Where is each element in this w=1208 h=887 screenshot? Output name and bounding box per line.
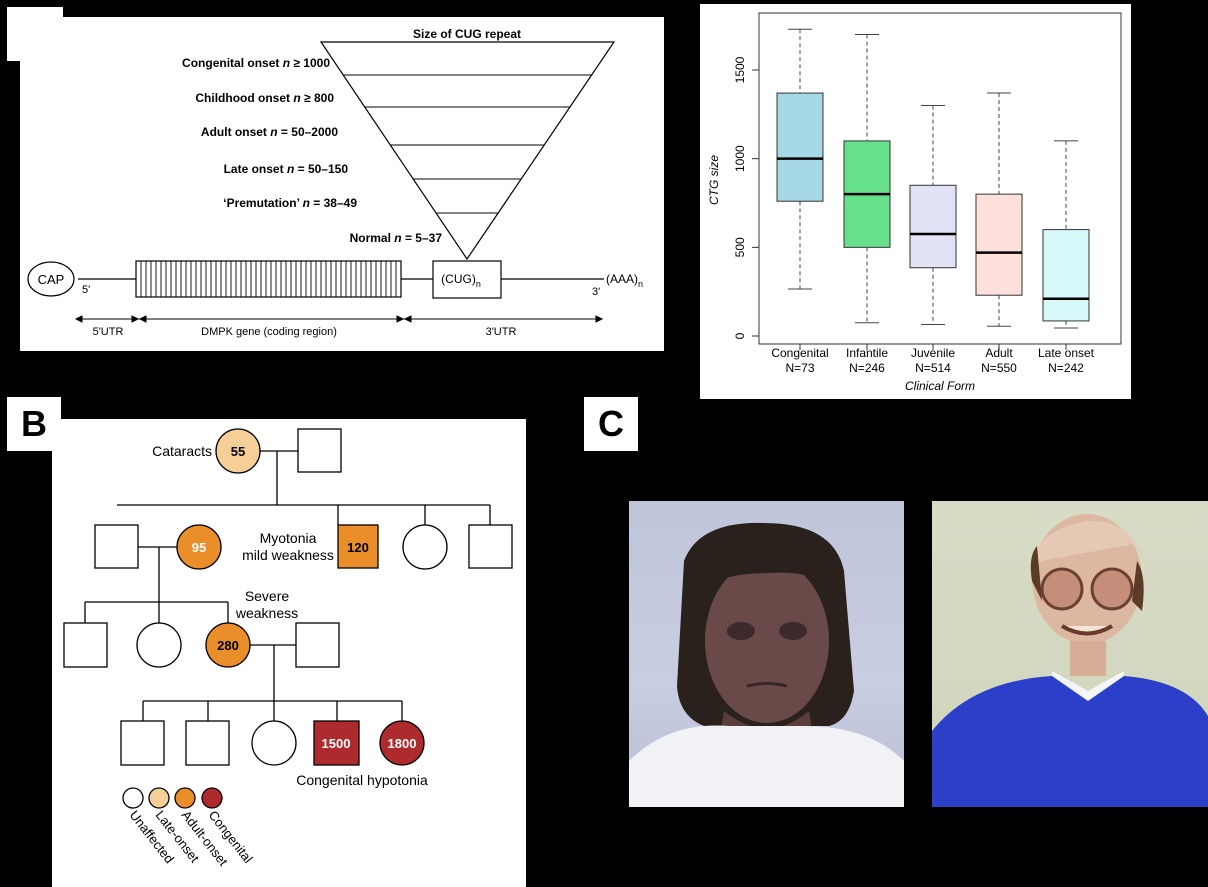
tier-label-1: Childhood onset n ≥ 800 <box>195 91 334 105</box>
legend-unaffected-symbol <box>122 787 144 809</box>
cug-size-triangle <box>319 41 616 261</box>
gen2-male-adult-onset <box>337 524 379 569</box>
y-tick-label-0: 0 <box>733 332 747 339</box>
gen4-male-2 <box>185 720 230 766</box>
box-adult <box>975 92 1023 327</box>
y-tick-label-500: 500 <box>733 237 747 257</box>
gen2-male-unaffected <box>468 524 513 569</box>
pedigree-lines <box>84 450 491 721</box>
legend-late-symbol <box>148 787 170 809</box>
x-tick-count: N=242 <box>1048 361 1084 375</box>
plot-frame <box>758 12 1122 345</box>
panel-boxplot: 0 500 1000 1500 Congenital N=73 Infantile N=24… <box>700 4 1131 399</box>
gen2-label-1: Myotonia <box>260 530 317 546</box>
gen4-male-congenital <box>313 720 360 766</box>
patient-photo-male <box>932 501 1208 807</box>
box-infantile <box>843 34 891 324</box>
y-tick-label-1500: 1500 <box>733 56 747 83</box>
iqr-box <box>975 193 1023 296</box>
tier-label-0: Congenital onset n ≥ 1000 <box>182 56 330 70</box>
x-tick-label: Infantile <box>846 346 888 360</box>
y-tick-label-1000: 1000 <box>733 145 747 172</box>
box-late-onset <box>1042 140 1090 329</box>
pedigree-chart: 55 Cataracts 95 Myotonia mild weakness 1… <box>63 428 513 869</box>
panel-b-pedigree: 55 Cataracts 95 Myotonia mild weakness 1… <box>52 419 526 887</box>
x-tick-label: Late onset <box>1038 346 1095 360</box>
pedigree-legend: Unaffected Late-onset Adult-onset Congen… <box>122 787 256 869</box>
gen3-label-2: weakness <box>235 605 298 621</box>
legend-congenital-symbol <box>201 787 223 809</box>
cug-box-label: (CUG)n <box>441 272 481 289</box>
gen4-female-value: 1800 <box>388 736 417 751</box>
y-axis-label: CTG size <box>707 155 721 205</box>
tier-label-5: Normal n = 5–37 <box>350 231 443 245</box>
gen1-female-value: 55 <box>231 444 245 459</box>
cap-label: CAP <box>38 272 65 287</box>
utr5-label: 5'UTR <box>93 326 124 338</box>
x-tick-label: Congenital <box>771 346 828 360</box>
coding-region-hatching <box>140 261 397 297</box>
gen4-female-congenital <box>379 720 425 766</box>
patient-photo-female <box>629 501 904 807</box>
cug-repeat-diagram: Size of CUG repeat Congenital onset n ≥ … <box>27 27 643 338</box>
gen3-label-1: Severe <box>245 588 290 604</box>
x-tick-count: N=514 <box>915 361 951 375</box>
gen3-female-value: 280 <box>217 638 239 653</box>
gen2-male-spouse <box>94 524 139 569</box>
triangle-title: Size of CUG repeat <box>413 27 521 41</box>
poly-a-label: (AAA)n <box>606 272 643 289</box>
gen4-male-1 <box>120 720 165 766</box>
gen2-female-value: 95 <box>192 540 206 555</box>
panel-a-diagram: Size of CUG repeat Congenital onset n ≥ … <box>20 17 664 351</box>
tier-labels: Congenital onset n ≥ 1000 Childhood onset… <box>182 56 442 245</box>
box-congenital <box>776 28 824 290</box>
gen3-female-adult-onset <box>205 622 251 668</box>
tier-label-4: ‘Premutation’ n = 38–49 <box>223 196 357 210</box>
gen4-female-unaffected <box>251 720 297 766</box>
iqr-box <box>1042 229 1090 322</box>
gen1-female-late-onset <box>215 428 261 474</box>
cug-box <box>432 260 502 299</box>
five-prime-label: 5' <box>82 284 90 296</box>
x-tick-count: N=73 <box>785 361 814 375</box>
tier-lines <box>342 74 592 214</box>
x-tick-label: Juvenile <box>911 346 955 360</box>
x-tick-count: N=246 <box>849 361 885 375</box>
tier-label-3: Late onset n = 50–150 <box>224 162 349 176</box>
dmpk-coding-box <box>135 260 402 298</box>
y-ticks: 0 500 1000 1500 <box>733 56 759 339</box>
gen2-label-2: mild weakness <box>242 547 334 563</box>
x-tick-label: Adult <box>985 346 1013 360</box>
iqr-box <box>909 184 957 269</box>
x-tick-count: N=550 <box>981 361 1017 375</box>
iqr-box <box>776 92 824 202</box>
box-juvenile <box>909 104 957 325</box>
gen2-male-value: 120 <box>347 540 369 555</box>
gen3-female-unaffected <box>136 622 182 668</box>
three-prime-label: 3' <box>592 286 600 298</box>
gen2-female-adult-onset <box>176 524 222 570</box>
cap-ellipse <box>27 261 75 297</box>
x-axis-label: Clinical Form <box>905 379 975 393</box>
gen2-female-unaffected <box>402 524 448 570</box>
utr3-label: 3'UTR <box>486 326 517 338</box>
gene-label: DMPK gene (coding region) <box>201 326 337 338</box>
gen1-label: Cataracts <box>152 443 212 459</box>
gen1-male <box>297 428 342 473</box>
gen4-label: Congenital hypotonia <box>296 772 428 788</box>
gen4-male-value: 1500 <box>322 736 351 751</box>
gen3-male-unaffected <box>63 622 108 668</box>
panel-label-c: C <box>584 397 638 451</box>
gen3-male-spouse <box>295 622 340 668</box>
legend-adult-symbol <box>174 787 196 809</box>
region-arrows <box>74 315 604 323</box>
boxes <box>776 28 1090 329</box>
tier-label-2: Adult onset n = 50–2000 <box>201 125 338 139</box>
